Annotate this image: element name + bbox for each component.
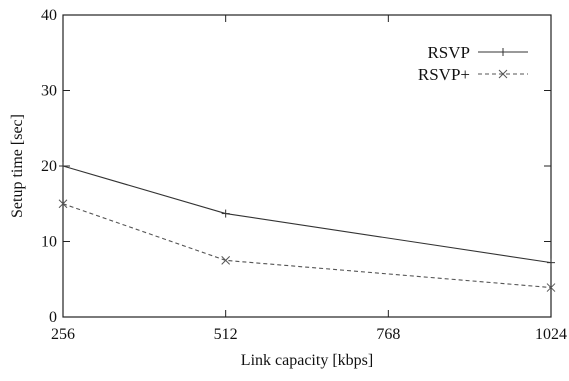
x-tick-label: 768 (376, 326, 400, 343)
marker-stroke (221, 256, 231, 265)
legend-label: RSVP (427, 43, 470, 62)
y-tick-label: 30 (41, 83, 57, 100)
axis-ticks: 0 10 20 30 40 256 512 768 1024 (41, 7, 567, 343)
marker-stroke (546, 283, 556, 292)
x-marker (58, 199, 68, 209)
marker-stroke (58, 199, 68, 209)
plus-marker (547, 258, 555, 267)
marker-stroke (498, 69, 508, 79)
series-layer (58, 162, 556, 292)
y-tick-label: 40 (41, 7, 57, 24)
x-marker (546, 283, 556, 292)
plus-marker (59, 162, 67, 170)
x-axis-label: Link capacity [kbps] (241, 352, 373, 369)
x-tick-label: 512 (214, 326, 238, 343)
x-marker (221, 256, 231, 265)
series-line-2 (62, 203, 552, 289)
legend: RSVP RSVP+ (418, 43, 528, 84)
y-tick-label: 0 (49, 309, 57, 326)
legend-label: RSVP+ (418, 65, 470, 84)
series-line-1 (62, 165, 552, 264)
plus-marker (221, 209, 230, 218)
x-tick-label: 256 (51, 326, 75, 343)
x-marker (498, 69, 508, 79)
plus-marker (499, 48, 507, 56)
y-axis-label: Setup time [sec] (9, 114, 26, 218)
y-tick-label: 10 (41, 234, 57, 251)
x-tick-label: 1024 (535, 326, 567, 343)
plot-frame (62, 14, 552, 318)
y-tick-label: 20 (41, 158, 57, 175)
